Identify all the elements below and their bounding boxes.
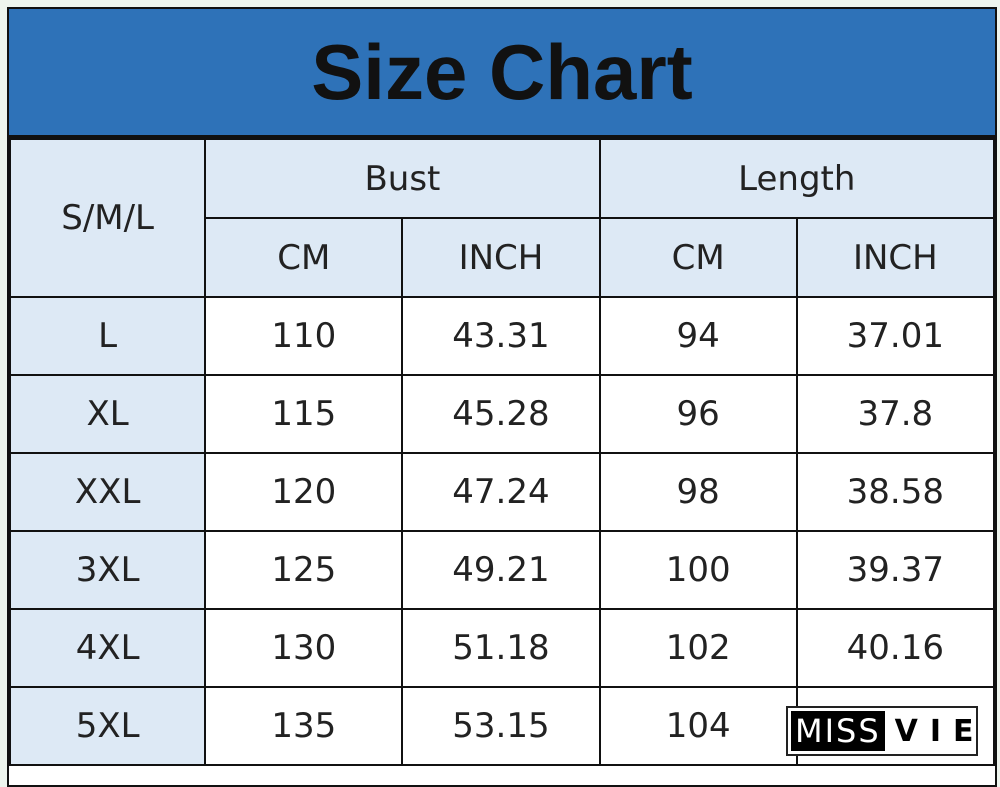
value-cell-length-inch: 37.8 — [795, 374, 996, 454]
value-cell-length-cm: 96 — [598, 374, 798, 454]
value-cell-bust-inch: 45.28 — [401, 374, 601, 454]
size-cell: XXL — [8, 452, 207, 532]
value-cell-length-inch: 37.01 — [795, 296, 996, 376]
value-cell-bust-cm: 110 — [204, 296, 404, 376]
length-header: Length — [598, 138, 996, 219]
value-cell-bust-inch: 53.15 — [401, 686, 601, 766]
size-cell: 5XL — [8, 686, 207, 766]
value-cell-bust-inch: 51.18 — [401, 608, 601, 688]
table-row: XL 115 45.28 96 37.8 — [8, 374, 996, 454]
size-cell: XL — [8, 374, 207, 454]
value-cell-length-cm: 98 — [598, 452, 798, 532]
size-cell: L — [8, 296, 207, 376]
missvie-logo: MISS VIE — [786, 706, 978, 756]
size-cell: 3XL — [8, 530, 207, 610]
value-cell-length-inch: 40.16 — [795, 608, 996, 688]
unit-header: CM — [598, 217, 798, 298]
table-row: 4XL 130 51.18 102 40.16 — [8, 608, 996, 688]
chart-title: Size Chart — [9, 9, 995, 138]
table-row: L 110 43.31 94 37.01 — [8, 296, 996, 376]
size-chart: Size Chart S/M/L Bust Length CM INCH CM … — [7, 7, 997, 787]
unit-header: INCH — [401, 217, 601, 298]
unit-header: CM — [204, 217, 404, 298]
value-cell-length-cm: 94 — [598, 296, 798, 376]
value-cell-bust-cm: 125 — [204, 530, 404, 610]
value-cell-bust-cm: 115 — [204, 374, 404, 454]
value-cell-bust-cm: 135 — [204, 686, 404, 766]
bust-header: Bust — [204, 138, 601, 219]
value-cell-bust-inch: 49.21 — [401, 530, 601, 610]
unit-header: INCH — [795, 217, 996, 298]
size-cell: 4XL — [8, 608, 207, 688]
value-cell-length-inch: 38.58 — [795, 452, 996, 532]
size-header: S/M/L — [8, 138, 207, 298]
value-cell-length-cm: 102 — [598, 608, 798, 688]
value-cell-length-cm: 104 — [598, 686, 798, 766]
logo-right: VIE — [894, 713, 986, 749]
value-cell-bust-inch: 43.31 — [401, 296, 601, 376]
value-cell-bust-inch: 47.24 — [401, 452, 601, 532]
value-cell-length-inch: 39.37 — [795, 530, 996, 610]
logo-left: MISS — [791, 711, 885, 751]
table-row: XXL 120 47.24 98 38.58 — [8, 452, 996, 532]
value-cell-bust-cm: 130 — [204, 608, 404, 688]
value-cell-bust-cm: 120 — [204, 452, 404, 532]
header-row-groups: S/M/L Bust Length — [8, 138, 996, 298]
size-table: S/M/L Bust Length CM INCH CM INCH L 110 43… — [8, 138, 996, 766]
value-cell-length-cm: 100 — [598, 530, 798, 610]
header-row-units: CM INCH CM INCH — [10, 217, 996, 298]
table-row: 3XL 125 49.21 100 39.37 — [8, 530, 996, 610]
